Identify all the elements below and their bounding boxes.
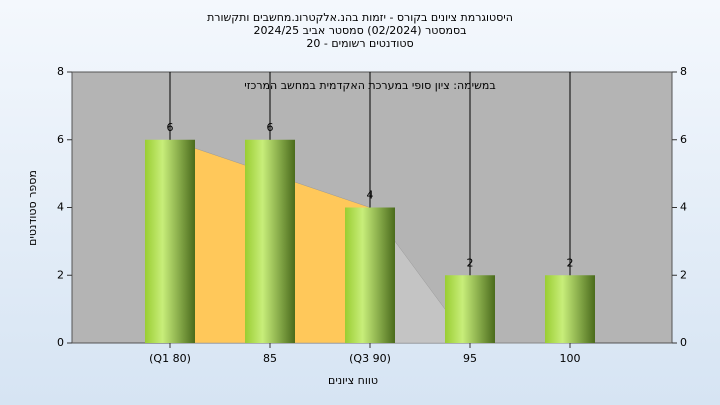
chart-title: היסטוגרמת ציונים בקורס - יזמות בהנ.אלקטר…	[207, 11, 513, 24]
y2-tick-label: 0	[680, 336, 687, 349]
y-tick-label: 8	[57, 65, 64, 78]
bar	[245, 139, 295, 343]
y-axis-label: מספר סטודנטים	[26, 170, 39, 246]
bar	[345, 207, 395, 343]
chart-title: בסמסטר (02/2024) סמסטר אביב 2024/25	[253, 24, 466, 37]
y-tick-label: 2	[57, 268, 64, 281]
x-tick-label: (Q1 80)	[149, 352, 191, 365]
x-tick-label: 100	[560, 352, 581, 365]
value-label: 2	[467, 256, 474, 269]
value-label: 4	[367, 189, 374, 202]
y2-tick-label: 4	[680, 201, 687, 214]
y-tick-label: 6	[57, 133, 64, 146]
x-tick-label: (Q3 90)	[349, 352, 391, 365]
x-axis-label: טווח ציונים	[328, 374, 378, 387]
y2-tick-label: 2	[680, 268, 687, 281]
y-tick-label: 0	[57, 336, 64, 349]
value-label: 2	[567, 256, 574, 269]
value-label: 6	[267, 121, 274, 134]
chart-title: סטודנטים רשומים - 20	[306, 37, 413, 50]
y2-tick-label: 6	[680, 133, 687, 146]
x-tick-label: 95	[463, 352, 477, 365]
y2-tick-label: 8	[680, 65, 687, 78]
bar	[145, 139, 195, 343]
x-tick-label: 85	[263, 352, 277, 365]
y-tick-label: 4	[57, 201, 64, 214]
bar	[445, 275, 495, 343]
value-label: 6	[167, 121, 174, 134]
bar	[545, 275, 595, 343]
